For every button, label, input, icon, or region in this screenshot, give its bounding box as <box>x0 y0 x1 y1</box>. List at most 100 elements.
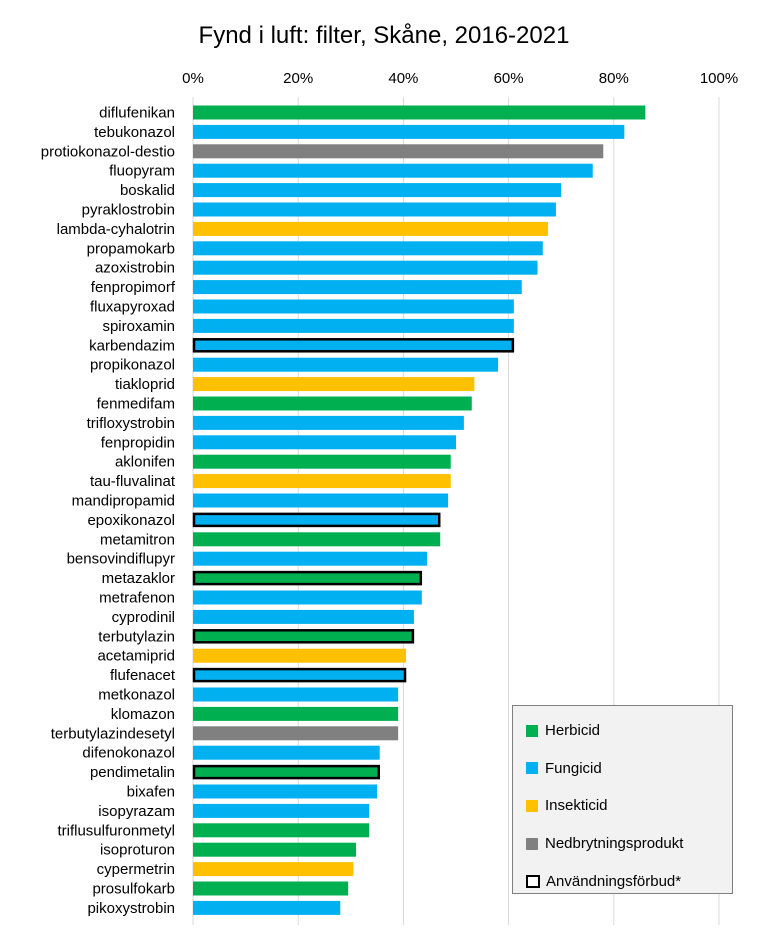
category-label: difenokonazol <box>82 745 175 762</box>
category-label: spiroxamin <box>102 318 175 335</box>
legend: Herbicid Fungicid Insekticid Nedbrytning… <box>512 705 733 894</box>
bar <box>193 260 538 275</box>
bar <box>193 862 354 877</box>
category-label: metazaklor <box>102 570 175 587</box>
legend-item-anvandningsforbud: Användningsförbud* <box>513 862 732 900</box>
category-label: triflusulfuronmetyl <box>57 822 175 839</box>
category-label: azoxistrobin <box>95 260 175 277</box>
bar <box>192 667 407 683</box>
category-label: flufenacet <box>110 667 176 684</box>
category-label: tiakloprid <box>115 376 175 393</box>
category-label: metkonazol <box>98 687 175 704</box>
bar <box>193 726 399 741</box>
category-label: bixafen <box>127 784 175 801</box>
category-label: fenmedifam <box>97 396 175 413</box>
bars <box>192 105 646 915</box>
category-label: tau-fluvalinat <box>90 473 176 490</box>
category-label: propamokarb <box>87 240 175 257</box>
bar <box>193 280 522 295</box>
legend-label-insekticid: Insekticid <box>545 797 608 815</box>
bar <box>193 493 449 508</box>
bar <box>193 687 399 702</box>
category-label: aklonifen <box>115 454 175 471</box>
category-label: fluxapyroxad <box>90 299 175 316</box>
category-label: tebukonazol <box>94 124 175 141</box>
legend-label-herbicid: Herbicid <box>545 722 601 740</box>
bar <box>193 784 378 799</box>
category-label: fenpropidin <box>101 434 175 451</box>
category-label: acetamiprid <box>97 648 175 665</box>
legend-label-anvandningsforbud: Användningsförbud* <box>546 872 682 890</box>
legend-label-fungicid: Fungicid <box>545 759 602 777</box>
bar <box>193 105 646 120</box>
bar <box>193 648 407 663</box>
bar <box>193 803 370 818</box>
category-label: karbendazim <box>89 337 175 354</box>
bar <box>193 551 428 566</box>
bar <box>193 842 357 857</box>
category-labels: diflufenikan tebukonazol protiokonazol-des… <box>41 105 176 917</box>
x-tick-label: 40% <box>388 70 418 87</box>
category-label: fluopyram <box>109 163 175 180</box>
category-label: isoproturon <box>100 842 175 859</box>
category-label: cypermetrin <box>97 861 175 878</box>
category-label: cyprodinil <box>112 609 175 626</box>
bar <box>193 881 349 896</box>
bar <box>193 454 451 469</box>
bar <box>193 745 380 760</box>
category-label: klomazon <box>111 706 175 723</box>
bar <box>193 144 604 159</box>
bar <box>193 318 514 333</box>
category-label: lambda-cyhalotrin <box>57 221 175 238</box>
bar <box>193 124 625 139</box>
legend-label-nedbrytningsprodukt: Nedbrytningsprodukt <box>545 835 684 853</box>
bar <box>193 377 475 392</box>
category-label: protiokonazol-destio <box>41 143 175 160</box>
bar <box>193 609 414 624</box>
x-tick-label: 100% <box>700 70 738 87</box>
category-label: bensovindiflupyr <box>67 551 175 568</box>
category-label: fenpropimorf <box>91 279 176 296</box>
bar <box>192 764 380 780</box>
legend-item-insekticid: Insekticid <box>513 787 732 825</box>
bar <box>192 629 415 644</box>
bar <box>193 474 451 489</box>
legend-swatch-herbicid <box>526 724 538 737</box>
category-label: isopyrazam <box>98 803 175 820</box>
bar <box>193 221 549 236</box>
category-label: pikoxystrobin <box>87 900 175 917</box>
category-label: epoxikonazol <box>87 512 175 529</box>
bar <box>193 590 422 605</box>
x-axis-ticks: 0% 20% 40% 60% 80% 100% <box>182 70 738 87</box>
category-label: boskalid <box>120 182 175 199</box>
category-label: prosulfokarb <box>92 881 175 898</box>
legend-swatch-fungicid <box>526 762 538 775</box>
x-tick-label: 80% <box>599 70 629 87</box>
bar <box>193 415 464 430</box>
category-label: pyraklostrobin <box>82 202 175 219</box>
legend-swatch-nedbrytningsprodukt <box>526 837 538 850</box>
category-label: terbutylazindesetyl <box>51 725 175 742</box>
bar <box>193 900 341 915</box>
category-label: pendimetalin <box>90 764 175 781</box>
x-tick-label: 0% <box>182 70 204 87</box>
legend-item-herbicid: Herbicid <box>513 712 732 750</box>
category-label: diflufenikan <box>99 105 175 122</box>
bar <box>193 299 514 314</box>
category-label: metrafenon <box>99 590 175 607</box>
bar <box>192 570 423 586</box>
bar <box>193 823 370 838</box>
category-label: trifloxystrobin <box>87 415 175 432</box>
bar <box>193 241 543 256</box>
bar <box>193 532 441 547</box>
bar <box>193 396 472 411</box>
bar <box>193 435 456 450</box>
bar <box>193 202 556 217</box>
bar <box>193 706 399 721</box>
chart-title: Fynd i luft: filter, Skåne, 2016-2021 <box>199 22 570 49</box>
bar <box>192 338 515 353</box>
legend-swatch-insekticid <box>526 799 538 812</box>
legend-swatch-anvandningsforbud <box>526 874 540 888</box>
